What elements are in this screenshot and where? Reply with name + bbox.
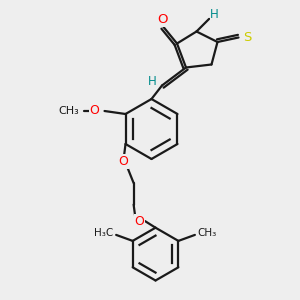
Text: H: H [210,8,219,21]
Text: H: H [148,75,157,88]
Text: O: O [89,104,99,118]
Text: H₃C: H₃C [94,228,113,239]
Text: O: O [135,214,145,228]
Text: O: O [118,155,128,168]
Text: O: O [157,13,167,26]
Text: S: S [243,31,251,44]
Text: CH₃: CH₃ [197,228,217,239]
Text: CH₃: CH₃ [58,106,79,116]
